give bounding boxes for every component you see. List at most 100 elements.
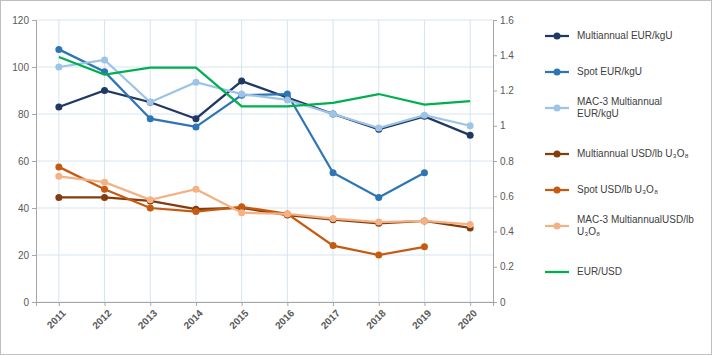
legend-label: MAC-3 MultiannualUSD/lbU₃O₈ bbox=[577, 214, 694, 237]
tick-mark bbox=[493, 55, 497, 56]
tick-label: 80 bbox=[18, 109, 30, 120]
series-marker bbox=[147, 99, 154, 106]
tick: 0 bbox=[493, 297, 506, 308]
tick-label: 100 bbox=[12, 62, 29, 73]
series-marker bbox=[330, 111, 337, 118]
tick: 2016 bbox=[273, 302, 297, 331]
series-marker bbox=[238, 78, 245, 85]
tick-label: 2020 bbox=[456, 307, 480, 331]
tick-mark bbox=[32, 255, 36, 256]
tick: 2019 bbox=[410, 302, 434, 331]
tick-mark bbox=[379, 302, 380, 306]
series-marker bbox=[101, 186, 108, 193]
tick: 2020 bbox=[456, 302, 480, 331]
tick-label: 2012 bbox=[90, 307, 114, 331]
series-marker bbox=[101, 56, 108, 63]
series-marker bbox=[421, 217, 428, 224]
series-marker bbox=[147, 205, 154, 212]
series-marker bbox=[284, 210, 291, 217]
tick: 0.8 bbox=[493, 156, 514, 167]
legend-item: Multiannual EUR/kgU bbox=[545, 30, 673, 41]
grid-line bbox=[287, 20, 288, 302]
tick: 2012 bbox=[90, 302, 114, 331]
tick-label: 2013 bbox=[136, 307, 160, 331]
tick: 1.6 bbox=[493, 15, 514, 26]
grid-line bbox=[470, 20, 471, 302]
tick: 1 bbox=[493, 120, 506, 131]
series-marker bbox=[147, 99, 154, 106]
tick: 2013 bbox=[136, 302, 160, 331]
tick-label: 1.2 bbox=[500, 85, 514, 96]
series-marker bbox=[284, 210, 291, 217]
legend-label: Spot USD/lb U₃O₈ bbox=[577, 184, 658, 195]
tick-label: 0.4 bbox=[500, 226, 514, 237]
tick-label: 120 bbox=[12, 15, 29, 26]
series-marker bbox=[55, 46, 62, 53]
tick-mark bbox=[32, 161, 36, 162]
series-marker bbox=[55, 163, 62, 170]
series-marker bbox=[375, 125, 382, 132]
chart: 02040608010012000.20.40.60.811.21.41.620… bbox=[0, 0, 712, 355]
tick-mark bbox=[59, 302, 60, 306]
series-marker bbox=[55, 64, 62, 71]
series-marker bbox=[467, 132, 474, 139]
tick-mark bbox=[32, 302, 36, 303]
tick-mark bbox=[493, 91, 497, 92]
tick-mark bbox=[32, 114, 36, 115]
series-marker bbox=[238, 209, 245, 216]
series-marker bbox=[192, 123, 199, 130]
series-marker bbox=[192, 79, 199, 86]
grid-line bbox=[195, 20, 196, 302]
tick: 2017 bbox=[319, 302, 343, 331]
legend-item: Spot USD/lb U₃O₈ bbox=[545, 184, 658, 195]
grid-line bbox=[378, 20, 379, 302]
tick-label: 1 bbox=[500, 120, 506, 131]
series-line bbox=[59, 60, 470, 128]
tick-mark bbox=[493, 267, 497, 268]
series-marker bbox=[192, 186, 199, 193]
series-marker bbox=[330, 242, 337, 249]
tick-label: 40 bbox=[18, 203, 30, 214]
series-marker bbox=[375, 194, 382, 201]
series-marker bbox=[101, 194, 108, 201]
tick-mark bbox=[287, 302, 288, 306]
tick-label: 60 bbox=[18, 156, 30, 167]
tick-mark bbox=[493, 196, 497, 197]
tick: 40 bbox=[18, 203, 36, 214]
legend-marker bbox=[554, 223, 561, 230]
series-marker bbox=[284, 96, 291, 103]
axis-line bbox=[32, 21, 37, 303]
tick-label: 2017 bbox=[319, 307, 343, 331]
tick-label: 0.6 bbox=[500, 191, 514, 202]
grid-line bbox=[150, 20, 151, 302]
grid bbox=[36, 20, 493, 302]
tick: 1.2 bbox=[493, 85, 514, 96]
tick: 0.4 bbox=[493, 226, 514, 237]
plot-area bbox=[55, 46, 473, 259]
series-marker bbox=[192, 115, 199, 122]
series-marker bbox=[55, 194, 62, 201]
series-marker bbox=[101, 87, 108, 94]
tick-mark bbox=[493, 232, 497, 233]
tick-mark bbox=[493, 20, 497, 21]
tick: 2018 bbox=[364, 302, 388, 331]
tick: 60 bbox=[18, 156, 36, 167]
y-axis: 020406080100120 bbox=[12, 15, 36, 308]
series-line bbox=[59, 49, 425, 197]
series-marker bbox=[192, 208, 199, 215]
legend-marker bbox=[554, 69, 561, 76]
axis-line bbox=[37, 303, 494, 307]
series-marker bbox=[147, 115, 154, 122]
tick-mark bbox=[196, 302, 197, 306]
legend-label: Multiannual EUR/kgU bbox=[577, 30, 673, 41]
tick-label: 2016 bbox=[273, 307, 297, 331]
tick-mark bbox=[150, 302, 151, 306]
series-marker bbox=[147, 196, 154, 203]
legend-item: MAC-3 MultiannualEUR/kgU bbox=[545, 96, 662, 119]
legend-item: MAC-3 MultiannualUSD/lbU₃O₈ bbox=[545, 214, 694, 237]
legend-marker bbox=[554, 105, 561, 112]
legend-label: MAC-3 MultiannualEUR/kgU bbox=[577, 96, 662, 119]
tick: 0 bbox=[23, 297, 36, 308]
series-marker bbox=[330, 111, 337, 118]
tick: 2011 bbox=[45, 302, 68, 331]
